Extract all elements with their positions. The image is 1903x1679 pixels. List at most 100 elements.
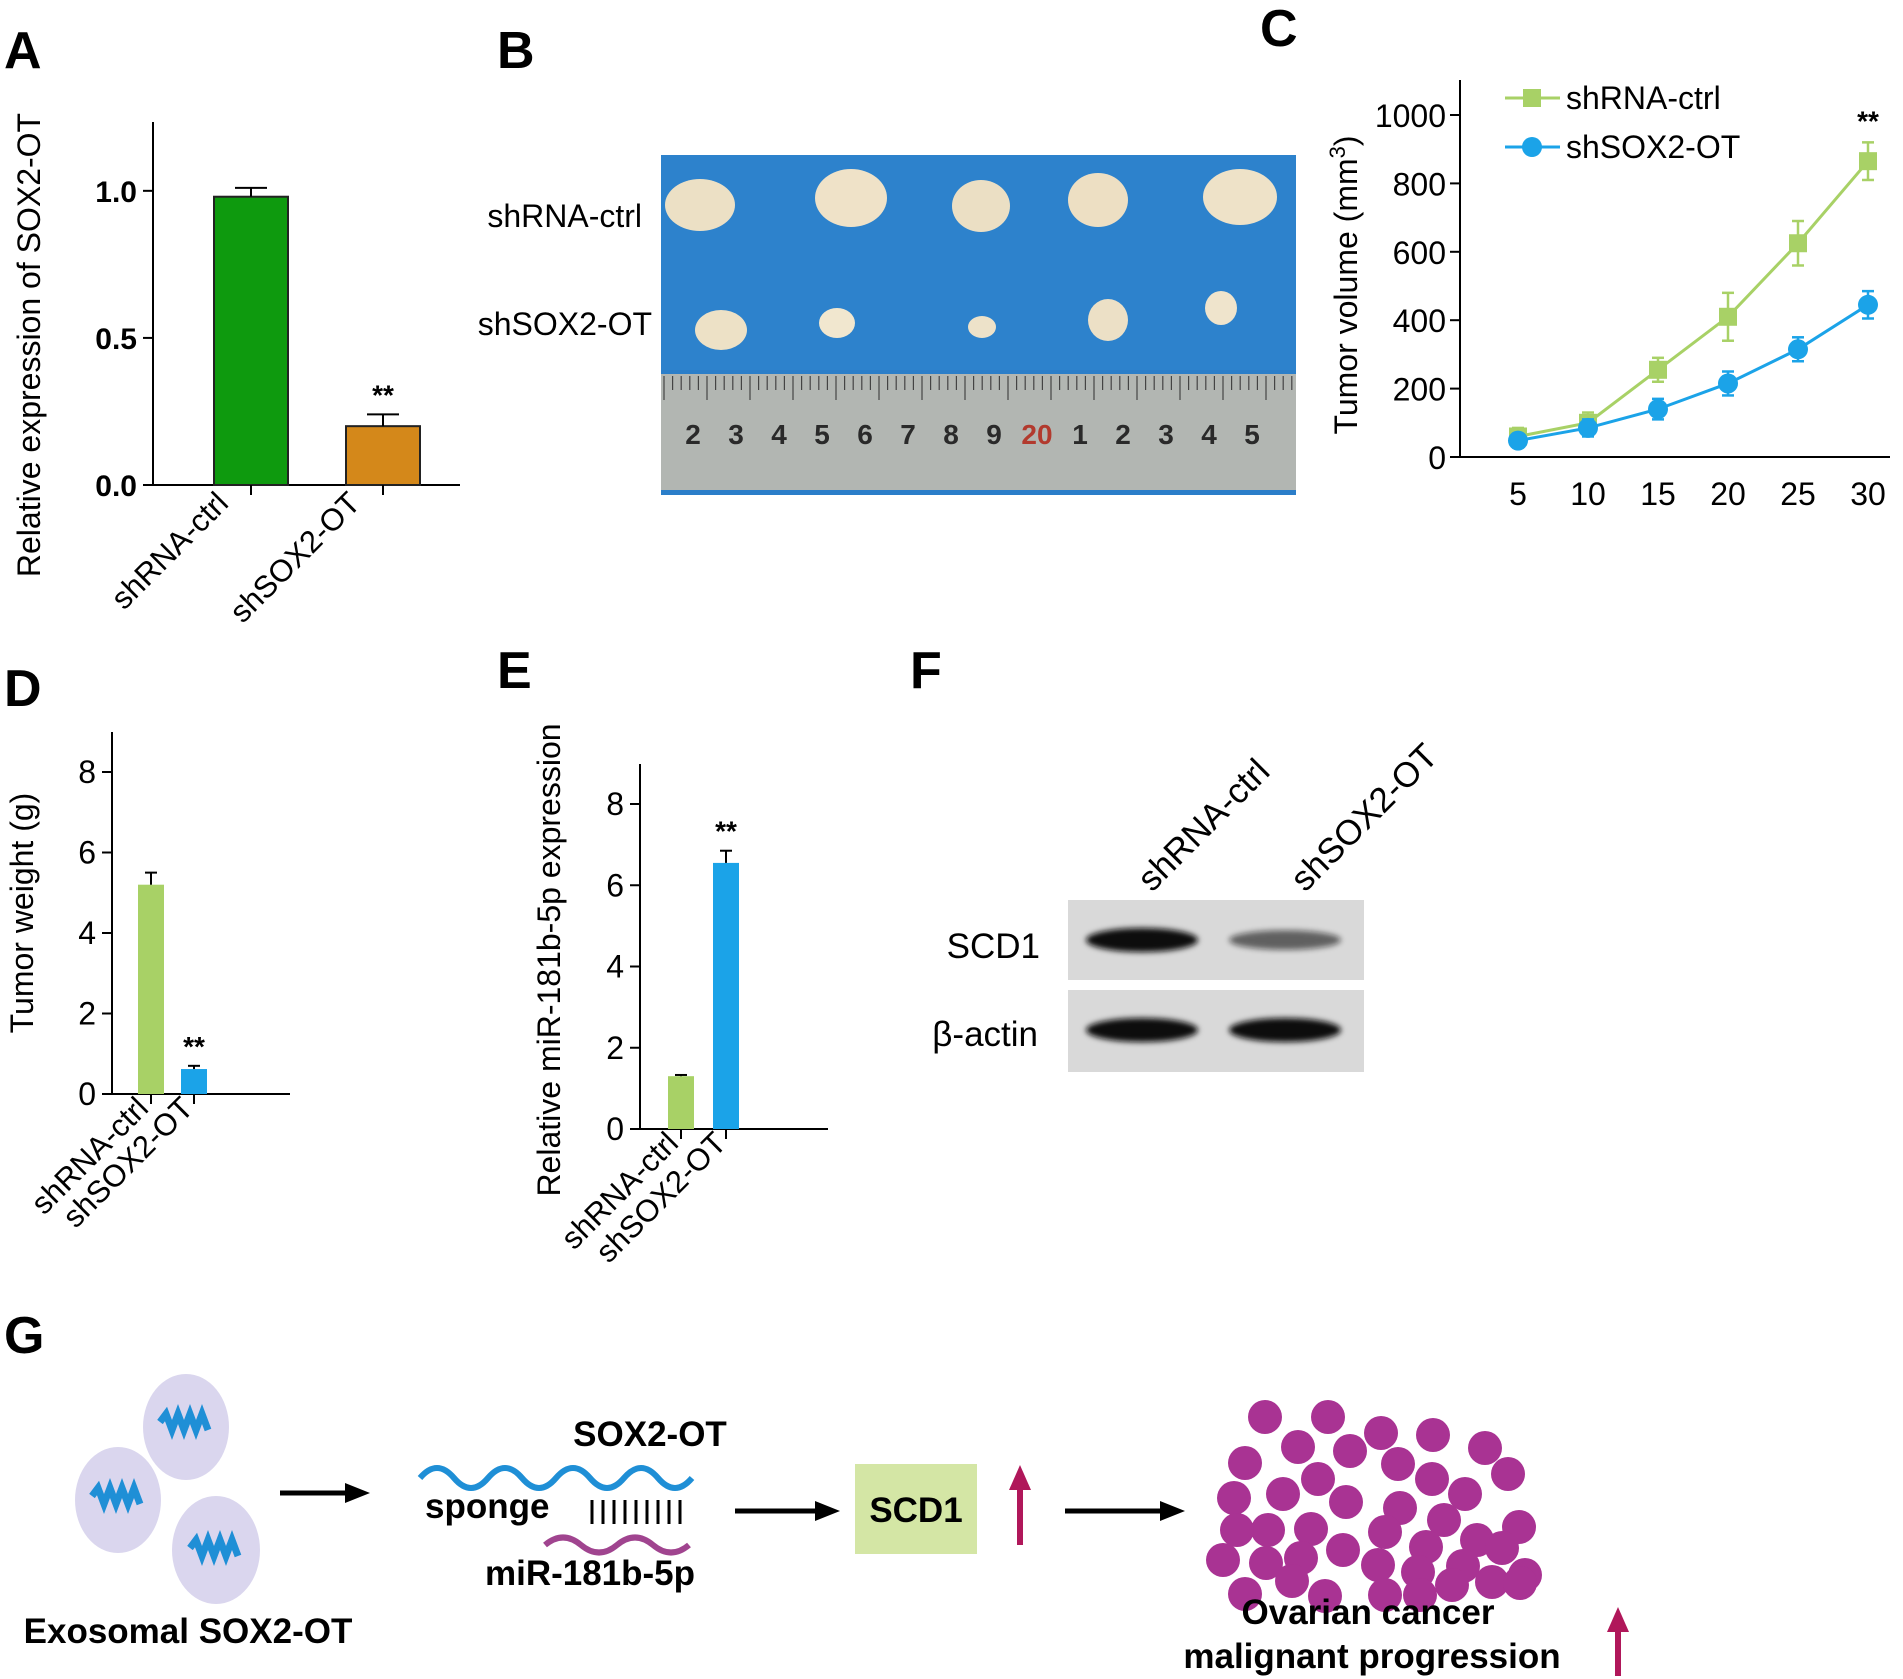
- y-tick-label: 4: [606, 949, 624, 985]
- ruler-number: 1: [1072, 419, 1088, 450]
- ruler-number: 3: [728, 419, 744, 450]
- y-tick-label: 0.0: [95, 470, 137, 503]
- data-point: [1578, 417, 1598, 438]
- y-tick-label: 400: [1393, 303, 1446, 339]
- x-tick-label: 25: [1780, 476, 1816, 512]
- panel-c: C 0 200 400 600 800 1000 5 10 15 20 25 30 shRNA-ctrl…: [1260, 0, 1890, 512]
- cancer-cell: [1329, 1485, 1363, 1519]
- tumor: [695, 310, 747, 350]
- cancer-cell: [1485, 1531, 1519, 1565]
- exosomal-sox2-ot-label: Exosomal SOX2-OT: [24, 1612, 353, 1651]
- bar: [138, 884, 164, 1094]
- ruler-number: 3: [1158, 419, 1174, 450]
- y-tick-label: 4: [78, 915, 96, 951]
- ruler-number: 5: [1244, 419, 1260, 450]
- x-tick-label: 5: [1509, 476, 1527, 512]
- panel-a: A 0.0 0.5 1.0 shRNA-ctrl ** shSOX2-OT Relative…: [4, 22, 460, 629]
- cancer-cell: [1416, 1418, 1450, 1452]
- outcome-line-1: Ovarian cancer: [1242, 1593, 1495, 1632]
- tumor-photo: 2 3 4 5 6 7 8 9 20 1 2 3 4 5: [661, 155, 1296, 495]
- tumor: [1203, 169, 1277, 225]
- cancer-cell: [1368, 1515, 1402, 1549]
- sox2-ot-label: SOX2-OT: [573, 1415, 727, 1454]
- data-point: [1718, 373, 1738, 394]
- y-tick-label: 1000: [1375, 98, 1446, 134]
- cancer-cell: [1251, 1513, 1285, 1547]
- ruler-number: 4: [1201, 419, 1217, 450]
- panel-label-b: B: [497, 22, 535, 80]
- chart-c: 0 200 400 600 800 1000 5 10 15 20 25 30 shRNA-ctrl sh…: [1325, 80, 1890, 512]
- bar: [668, 1076, 694, 1129]
- panel-label-g: G: [4, 1307, 44, 1365]
- mir-181b-5p-label: miR-181b-5p: [485, 1554, 695, 1593]
- panel-g: G Exosomal SOX2-OT SOX2-OT sponge miR-18…: [4, 1307, 1629, 1676]
- cancer-cell: [1468, 1431, 1502, 1465]
- y-tick-label: 800: [1393, 166, 1446, 202]
- exosomes: [75, 1374, 260, 1604]
- panel-label-a: A: [4, 22, 42, 80]
- tumor: [952, 180, 1010, 232]
- y-tick-label: 2: [78, 996, 96, 1032]
- ruler-number: 8: [943, 419, 959, 450]
- cancer-cell: [1266, 1477, 1300, 1511]
- blot-label-scd1: SCD1: [947, 927, 1040, 966]
- category-label: shSOX2-OT: [223, 485, 367, 629]
- rna-squiggle: [187, 1530, 242, 1566]
- significance-mark: **: [372, 379, 394, 410]
- tumor: [665, 179, 735, 231]
- up-arrow-scd1: [1009, 1465, 1031, 1545]
- lane-label-shrna-ctrl: shRNA-ctrl: [1130, 751, 1277, 898]
- cancer-cell: [1220, 1513, 1254, 1547]
- tumor: [1205, 291, 1237, 325]
- tumor: [819, 308, 855, 338]
- bar: [181, 1069, 207, 1094]
- cancer-cell: [1503, 1566, 1537, 1600]
- ruler-number: 2: [685, 419, 701, 450]
- y-tick-label: 0.5: [95, 323, 137, 356]
- outcome-line-2: malignant progression: [1183, 1637, 1560, 1676]
- x-tick-label: 10: [1570, 476, 1606, 512]
- ruler-number: 5: [814, 419, 830, 450]
- cancer-cell: [1311, 1400, 1345, 1434]
- cancer-cell: [1249, 1546, 1283, 1580]
- cancer-cell: [1448, 1477, 1482, 1511]
- x-tick-label: 30: [1850, 476, 1886, 512]
- cancer-cell: [1364, 1416, 1398, 1450]
- blot-band: [1086, 1018, 1198, 1042]
- bar: [345, 425, 421, 486]
- cancer-cell: [1228, 1577, 1262, 1611]
- y-tick-label: 6: [78, 835, 96, 871]
- category-label: shRNA-ctrl: [104, 485, 235, 616]
- ruler: [661, 374, 1296, 490]
- data-point: [1789, 234, 1807, 253]
- row-label-shrna-ctrl: shRNA-ctrl: [487, 198, 642, 234]
- panel-label-e: E: [497, 642, 532, 700]
- cancer-cell: [1415, 1462, 1449, 1496]
- up-arrow-progression: [1607, 1607, 1629, 1676]
- chart-a: 0.0 0.5 1.0 shRNA-ctrl ** shSOX2-OT Relative e…: [11, 113, 460, 629]
- y-tick-label: 2: [606, 1030, 624, 1066]
- y-axis-label: Relative miR-181b-5p expression: [531, 723, 567, 1196]
- series-line: [1517, 160, 1870, 438]
- panel-b: B shRNA-ctrl shSOX2-OT: [478, 22, 1296, 495]
- base-pairing: [590, 1500, 682, 1524]
- y-axis-label: Tumor weight (g): [4, 793, 40, 1034]
- data-point: [1858, 294, 1878, 315]
- tumor: [1088, 299, 1128, 341]
- cancer-cell: [1228, 1446, 1262, 1480]
- legend-marker: [1522, 137, 1542, 157]
- sox2-ot-wave: [417, 1465, 695, 1491]
- ruler-number: 6: [857, 419, 873, 450]
- cancer-cell: [1248, 1400, 1282, 1434]
- y-tick-label: 0: [78, 1076, 96, 1112]
- y-tick-label: 600: [1393, 235, 1446, 271]
- y-tick-label: 0: [1428, 440, 1446, 476]
- tumor: [968, 316, 996, 338]
- row-label-shsox2-ot: shSOX2-OT: [478, 306, 652, 342]
- panel-label-f: F: [910, 642, 942, 700]
- scd1-label: SCD1: [869, 1491, 962, 1530]
- cancer-cell: [1275, 1564, 1309, 1598]
- data-point: [1719, 307, 1737, 326]
